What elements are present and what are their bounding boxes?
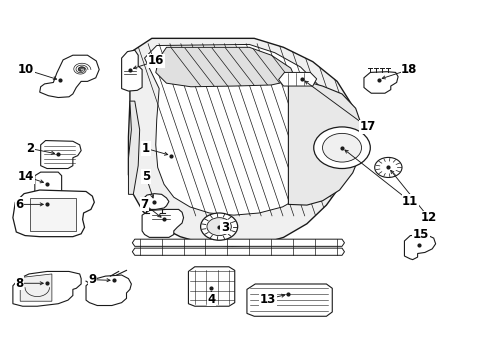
Circle shape — [313, 127, 369, 168]
Circle shape — [200, 213, 237, 240]
Text: 3: 3 — [221, 221, 228, 234]
Polygon shape — [40, 55, 99, 98]
Polygon shape — [142, 194, 168, 210]
Circle shape — [374, 157, 401, 177]
Polygon shape — [122, 50, 142, 91]
Text: 9: 9 — [88, 273, 96, 286]
Text: 14: 14 — [18, 170, 34, 183]
Circle shape — [322, 134, 361, 162]
Polygon shape — [188, 267, 234, 306]
Text: 2: 2 — [26, 142, 34, 155]
Polygon shape — [142, 210, 183, 237]
Polygon shape — [128, 39, 355, 246]
Text: 6: 6 — [15, 198, 23, 211]
Polygon shape — [132, 248, 344, 255]
Polygon shape — [246, 284, 331, 316]
Polygon shape — [278, 72, 316, 86]
Polygon shape — [20, 274, 52, 301]
Text: 8: 8 — [15, 277, 23, 290]
Text: 18: 18 — [400, 63, 417, 76]
Polygon shape — [86, 275, 131, 306]
Text: 12: 12 — [420, 211, 436, 224]
Polygon shape — [132, 239, 344, 246]
Text: 7: 7 — [140, 198, 148, 211]
Polygon shape — [13, 190, 94, 237]
Text: 16: 16 — [147, 54, 163, 67]
Polygon shape — [156, 47, 295, 87]
Text: 13: 13 — [259, 293, 275, 306]
Text: 1: 1 — [142, 142, 150, 155]
Text: 15: 15 — [412, 228, 428, 241]
Text: 11: 11 — [401, 195, 418, 208]
Polygon shape — [41, 140, 81, 168]
Text: 4: 4 — [207, 293, 215, 306]
Text: 17: 17 — [359, 121, 375, 134]
Circle shape — [206, 218, 231, 235]
Polygon shape — [363, 72, 397, 93]
Polygon shape — [128, 101, 140, 194]
Polygon shape — [144, 44, 332, 215]
Text: 5: 5 — [142, 170, 150, 183]
Polygon shape — [288, 80, 362, 205]
Polygon shape — [404, 234, 435, 260]
Text: 10: 10 — [18, 63, 34, 76]
Polygon shape — [13, 271, 81, 306]
Polygon shape — [35, 172, 61, 197]
Polygon shape — [30, 198, 76, 231]
